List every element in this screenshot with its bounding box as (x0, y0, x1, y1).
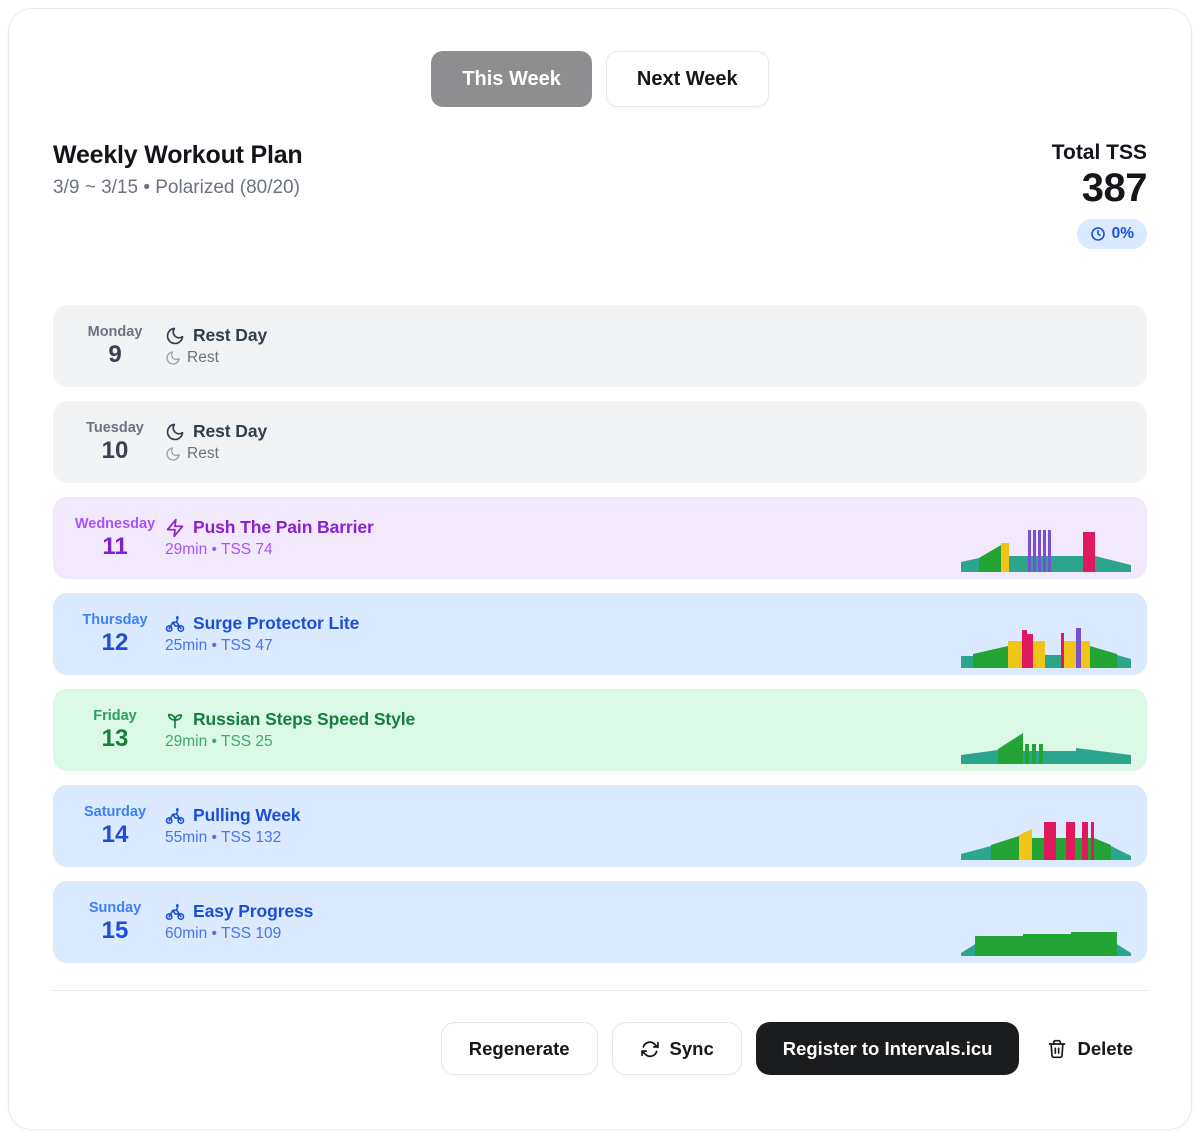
moon-icon (165, 326, 185, 346)
workout-profile-chart (961, 808, 1131, 860)
bike-icon (165, 614, 185, 634)
day-label: Tuesday 10 (65, 420, 165, 465)
day-row-monday[interactable]: Monday 9 Rest Day Rest (53, 305, 1147, 387)
delete-label: Delete (1077, 1037, 1133, 1059)
workout-info: Surge Protector Lite 25min • TSS 47 (165, 613, 961, 655)
day-label: Friday 13 (65, 708, 165, 753)
day-label: Sunday 15 (65, 900, 165, 945)
footer-divider (53, 990, 1147, 991)
trash-icon (1047, 1039, 1067, 1059)
plan-date-range: 3/9 ~ 3/15 • Polarized (80/20) (53, 177, 300, 198)
weekly-plan-card: This Week Next Week Weekly Workout Plan … (8, 8, 1192, 1130)
workout-title: Push The Pain Barrier (193, 517, 374, 537)
workout-info: Rest Day Rest (165, 421, 1131, 463)
total-tss-label: Total TSS (1051, 141, 1147, 164)
workout-detail: 29min • TSS 25 (165, 733, 273, 750)
week-tabs: This Week Next Week (9, 51, 1191, 107)
day-number: 14 (101, 820, 129, 848)
delete-button[interactable]: Delete (1033, 1022, 1147, 1075)
day-row-friday[interactable]: Friday 13 Russian Steps Speed Style 29mi… (53, 689, 1147, 771)
bike-icon (165, 902, 185, 922)
moon-icon (165, 350, 181, 366)
time-progress-value: 0% (1111, 225, 1134, 242)
workout-detail: 60min • TSS 109 (165, 925, 282, 942)
day-label: Wednesday 11 (65, 516, 165, 561)
moon-icon (165, 422, 185, 442)
day-label: Thursday 12 (65, 612, 165, 657)
total-tss-block: Total TSS 387 0% (1051, 141, 1148, 249)
workout-profile-chart (961, 616, 1131, 668)
day-number: 15 (101, 916, 129, 944)
day-list: Monday 9 Rest Day Rest Tuesday 10 Rest D… (9, 305, 1191, 963)
regenerate-label: Regenerate (468, 1037, 570, 1059)
moon-icon (165, 446, 181, 462)
day-row-sunday[interactable]: Sunday 15 Easy Progress 60min • TSS 109 (53, 881, 1147, 963)
sync-label: Sync (669, 1037, 714, 1059)
workout-profile-chart (961, 904, 1131, 956)
day-number: 10 (101, 436, 129, 464)
plan-header: Weekly Workout Plan 3/9 ~ 3/15 • Polariz… (9, 141, 1191, 249)
workout-info: Russian Steps Speed Style 29min • TSS 25 (165, 709, 961, 751)
day-name: Thursday (82, 611, 148, 628)
workout-detail: Rest (187, 349, 219, 366)
sync-button[interactable]: Sync (611, 1022, 742, 1075)
time-progress-badge: 0% (1076, 219, 1147, 249)
day-name: Wednesday (74, 515, 156, 532)
workout-profile-chart (961, 712, 1131, 764)
workout-title: Pulling Week (193, 805, 301, 825)
regenerate-button[interactable]: Regenerate (440, 1022, 598, 1075)
register-intervals-button[interactable]: Register to Intervals.icu (755, 1022, 1020, 1075)
day-row-tuesday[interactable]: Tuesday 10 Rest Day Rest (53, 401, 1147, 483)
tab-this-week[interactable]: This Week (431, 51, 592, 107)
workout-title: Rest Day (193, 325, 268, 345)
bolt-icon (165, 518, 185, 538)
workout-detail: Rest (187, 445, 219, 462)
sprout-icon (165, 710, 185, 730)
day-label: Monday 9 (65, 324, 165, 369)
clock-icon (1090, 226, 1106, 242)
day-name: Friday (93, 707, 137, 724)
workout-title: Russian Steps Speed Style (193, 709, 416, 729)
workout-title: Easy Progress (193, 901, 314, 921)
day-row-wednesday[interactable]: Wednesday 11 Push The Pain Barrier 29min… (53, 497, 1147, 579)
workout-title: Rest Day (193, 421, 268, 441)
day-number: 11 (102, 532, 128, 560)
sync-icon (640, 1039, 660, 1059)
register-label: Register to Intervals.icu (782, 1037, 993, 1059)
bike-icon (165, 806, 185, 826)
day-number: 9 (108, 340, 122, 368)
workout-profile-chart (961, 520, 1131, 572)
day-row-thursday[interactable]: Thursday 12 Surge Protector Lite 25min •… (53, 593, 1147, 675)
day-name: Monday (87, 323, 143, 340)
day-number: 13 (101, 724, 129, 752)
workout-title: Surge Protector Lite (193, 613, 360, 633)
workout-detail: 55min • TSS 132 (165, 829, 282, 846)
page-title: Weekly Workout Plan (53, 141, 303, 169)
day-row-saturday[interactable]: Saturday 14 Pulling Week 55min • TSS 132 (53, 785, 1147, 867)
day-name: Sunday (88, 899, 142, 916)
workout-info: Easy Progress 60min • TSS 109 (165, 901, 961, 943)
tab-next-week[interactable]: Next Week (605, 51, 769, 107)
workout-detail: 25min • TSS 47 (165, 637, 273, 654)
day-label: Saturday 14 (65, 804, 165, 849)
workout-info: Push The Pain Barrier 29min • TSS 74 (165, 517, 961, 559)
day-name: Tuesday (86, 419, 144, 436)
total-tss-value: 387 (1081, 166, 1148, 210)
day-name: Saturday (83, 803, 147, 820)
workout-detail: 29min • TSS 74 (165, 541, 273, 558)
workout-info: Rest Day Rest (165, 325, 1131, 367)
day-number: 12 (101, 628, 129, 656)
workout-info: Pulling Week 55min • TSS 132 (165, 805, 961, 847)
plan-footer: Regenerate Sync Register to Intervals.ic… (9, 990, 1191, 1075)
